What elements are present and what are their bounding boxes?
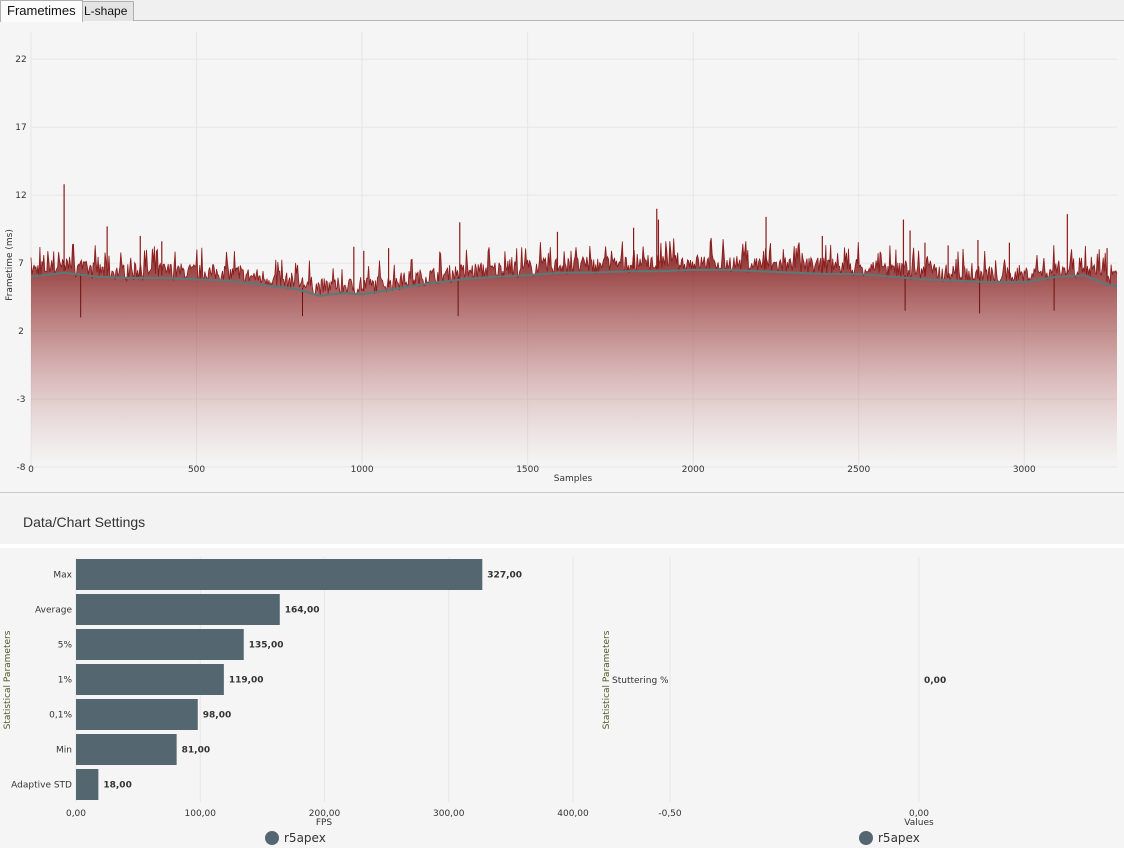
stat-bar[interactable] <box>76 769 99 800</box>
frametime-y-ticks: -8 -3 2 7 12 17 22 <box>15 55 26 473</box>
stuttering-chart[interactable]: Stuttering % 0,00 -0,50 0,00 Statistical P… <box>600 552 1124 848</box>
settings-title: Data/Chart Settings <box>23 514 146 530</box>
stat-bar[interactable] <box>76 664 224 695</box>
tab-frametimes[interactable]: Frametimes <box>0 0 83 22</box>
stutter-bars: Stuttering % 0,00 <box>612 676 946 686</box>
ft-x-tick-label: 2500 <box>847 465 870 475</box>
frametime-chart[interactable]: -8 -3 2 7 12 17 22 0 500 1000 1500 2000 2500 3000 Fr… <box>0 22 1124 492</box>
frametime-x-ticks: 0 500 1000 1500 2000 2500 3000 <box>28 465 1036 475</box>
st-x-tick-label: 400,00 <box>557 809 589 819</box>
moving-average-line <box>30 268 1118 297</box>
stats-legend-label: r5apex <box>284 831 326 845</box>
frametime-y-axis-title: Frametime (ms) <box>5 229 15 301</box>
bar-value-label: 0,00 <box>924 676 946 686</box>
tab-l-shape[interactable]: L-shape <box>77 1 135 21</box>
stat-bar[interactable] <box>76 629 244 660</box>
bar-category-label: Min <box>56 746 72 756</box>
stats-bars: Max 327,00 Average 164,00 5% 135,00 1% 119,00 0,… <box>11 559 522 800</box>
stats-y-axis-title: Statistical Parameters <box>3 630 13 729</box>
stutter-legend-label: r5apex <box>878 831 920 845</box>
ft-y-tick-label: -8 <box>17 463 26 473</box>
ft-x-tick-label: 1000 <box>351 465 374 475</box>
stat-bar[interactable] <box>76 699 198 730</box>
stats-legend-marker <box>265 831 279 845</box>
bar-category-label: Stuttering % <box>612 676 669 686</box>
stat-bar[interactable] <box>76 594 280 625</box>
ft-y-tick-label: 2 <box>18 327 24 337</box>
stutter-grid <box>669 557 920 802</box>
su-x-tick-label: 0,00 <box>909 809 929 819</box>
stats-x-ticks: 0,00 100,00 200,00 300,00 400,00 <box>66 809 589 819</box>
st-x-tick-label: 0,00 <box>66 809 86 819</box>
chart-divider <box>0 492 1124 493</box>
ft-y-tick-label: 12 <box>15 191 26 201</box>
ft-x-tick-label: 3000 <box>1013 465 1036 475</box>
bar-value-label: 81,00 <box>182 746 210 756</box>
bar-category-label: 1% <box>58 676 73 686</box>
st-x-tick-label: 300,00 <box>433 809 465 819</box>
bar-value-label: 18,00 <box>103 781 131 791</box>
bar-value-label: 135,00 <box>249 641 284 651</box>
tab-bar: Frametimes L-shape <box>0 0 1124 22</box>
bar-value-label: 98,00 <box>203 711 231 721</box>
ft-y-tick-label: 22 <box>15 55 26 65</box>
st-x-tick-label: 200,00 <box>309 809 341 819</box>
su-x-tick-label: -0,50 <box>658 809 682 819</box>
ft-y-tick-label: 17 <box>15 123 26 133</box>
frametime-series-line <box>30 237 1118 296</box>
statistical-parameters-chart[interactable]: Max 327,00 Average 164,00 5% 135,00 1% 119,00 0,… <box>0 552 600 848</box>
bar-category-label: 0,1% <box>49 711 72 721</box>
bar-value-label: 119,00 <box>229 676 264 686</box>
ft-x-tick-label: 1500 <box>516 465 539 475</box>
stat-bar[interactable] <box>76 734 177 765</box>
ft-x-tick-label: 0 <box>28 465 34 475</box>
stutter-x-ticks: -0,50 0,00 <box>658 809 929 819</box>
ft-y-tick-label: 7 <box>18 259 24 269</box>
data-chart-settings-header[interactable]: Data/Chart Settings <box>0 496 1124 548</box>
st-x-tick-label: 100,00 <box>185 809 217 819</box>
bar-value-label: 164,00 <box>285 606 320 616</box>
stat-bar[interactable] <box>76 559 483 590</box>
bar-category-label: Adaptive STD <box>11 781 72 791</box>
stutter-x-axis-title: Values <box>904 818 934 828</box>
bar-category-label: 5% <box>58 641 73 651</box>
frametime-x-axis-title: Samples <box>554 474 593 484</box>
ft-y-tick-label: -3 <box>17 395 26 405</box>
stutter-y-axis-title: Statistical Parameters <box>602 630 612 729</box>
stutter-legend-marker <box>859 831 873 845</box>
frametime-spikes <box>63 184 1108 318</box>
ft-x-tick-label: 2000 <box>682 465 705 475</box>
ft-x-tick-label: 500 <box>188 465 205 475</box>
bar-category-label: Max <box>53 571 72 581</box>
bar-value-label: 327,00 <box>487 571 522 581</box>
bar-category-label: Average <box>35 606 72 616</box>
stats-x-axis-title: FPS <box>316 818 333 828</box>
